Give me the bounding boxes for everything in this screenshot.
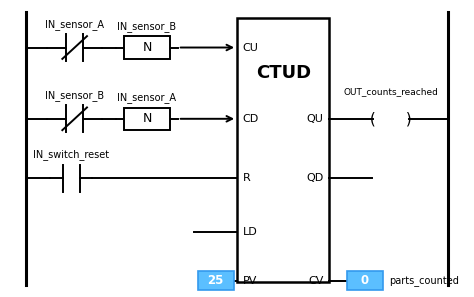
Text: IN_sensor_B: IN_sensor_B bbox=[118, 21, 176, 32]
Bar bbox=[124, 108, 170, 130]
Text: parts_counted: parts_counted bbox=[389, 275, 458, 286]
Text: CV: CV bbox=[309, 276, 324, 286]
FancyBboxPatch shape bbox=[198, 271, 234, 290]
Text: IN_switch_reset: IN_switch_reset bbox=[33, 149, 109, 160]
Text: IN_sensor_A: IN_sensor_A bbox=[118, 92, 176, 103]
Text: CD: CD bbox=[243, 114, 259, 124]
Text: 25: 25 bbox=[208, 274, 224, 287]
Bar bbox=[124, 37, 170, 59]
Text: OUT_counts_reached: OUT_counts_reached bbox=[344, 88, 438, 97]
Text: N: N bbox=[142, 112, 152, 125]
Text: QU: QU bbox=[307, 114, 324, 124]
Text: IN_sensor_A: IN_sensor_A bbox=[45, 19, 104, 30]
Text: PV: PV bbox=[243, 276, 257, 286]
Text: QD: QD bbox=[307, 173, 324, 183]
Text: R: R bbox=[243, 173, 250, 183]
Text: CU: CU bbox=[243, 42, 258, 53]
Text: CTUD: CTUD bbox=[255, 64, 311, 82]
FancyBboxPatch shape bbox=[347, 271, 383, 290]
Text: IN_sensor_B: IN_sensor_B bbox=[45, 90, 104, 101]
Text: (   ): ( ) bbox=[368, 111, 414, 126]
Bar bbox=[237, 18, 329, 282]
Text: 0: 0 bbox=[361, 274, 369, 287]
Text: LD: LD bbox=[243, 227, 257, 237]
Text: N: N bbox=[142, 41, 152, 54]
